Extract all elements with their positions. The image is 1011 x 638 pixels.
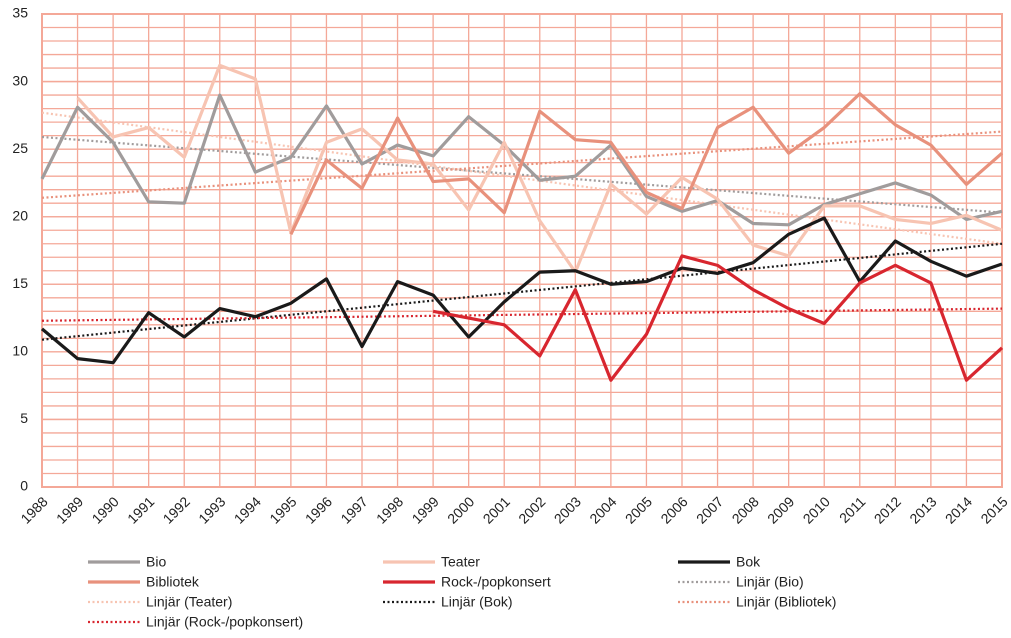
- legend-label: Linjär (Rock-/popkonsert): [146, 614, 303, 630]
- x-tick-label: 1992: [160, 493, 193, 526]
- x-tick-label: 2010: [800, 493, 833, 526]
- x-tick-label: 2005: [622, 493, 655, 526]
- trend-line: [41, 111, 1003, 245]
- x-tick-label: 2000: [444, 493, 477, 526]
- x-tick-label: 2004: [586, 493, 619, 526]
- x-tick-label: 2009: [764, 493, 797, 526]
- x-tick-label: 1999: [409, 493, 442, 526]
- plot-area: [42, 14, 1002, 487]
- series-line: [40, 216, 1003, 365]
- y-tick-label: 0: [20, 478, 28, 494]
- legend-label: Linjär (Bio): [736, 574, 804, 590]
- x-tick-label: 2013: [906, 493, 939, 526]
- x-tick-label: 1998: [373, 493, 406, 526]
- legend-label: Bio: [146, 554, 166, 570]
- x-tick-label: 1994: [231, 493, 264, 526]
- legend-label: Linjär (Bibliotek): [736, 594, 836, 610]
- x-tick-label: 2015: [977, 493, 1010, 526]
- x-tick-label: 2001: [480, 493, 513, 526]
- y-tick-label: 35: [12, 5, 28, 21]
- x-tick-label: 2014: [942, 493, 975, 526]
- legend-label: Linjär (Bok): [441, 594, 513, 610]
- x-tick-label: 1996: [302, 493, 335, 526]
- legend-label: Rock-/popkonsert: [441, 574, 551, 590]
- x-tick-label: 1989: [53, 493, 86, 526]
- legend-label: Bibliotek: [146, 574, 200, 590]
- plot-border: [41, 13, 1003, 488]
- series-line: [289, 92, 1004, 235]
- y-tick-label: 5: [20, 410, 28, 426]
- series-line: [432, 254, 1004, 382]
- y-tick-label: 15: [12, 275, 28, 291]
- legend-label: Bok: [736, 554, 761, 570]
- y-tick-label: 25: [12, 140, 28, 156]
- x-tick-label: 2006: [657, 493, 690, 526]
- trend-line: [41, 130, 1003, 199]
- x-tick-label: 2007: [693, 493, 726, 526]
- x-tick-label: 1995: [266, 493, 299, 526]
- series-line: [76, 63, 1003, 274]
- x-tick-label: 1997: [337, 493, 370, 526]
- x-tick-label: 1988: [17, 493, 50, 526]
- x-tick-label: 2012: [871, 493, 904, 526]
- x-tick-label: 2002: [515, 493, 548, 526]
- x-tick-label: 2011: [836, 493, 869, 526]
- trend-line: [41, 242, 1003, 341]
- y-tick-label: 10: [12, 343, 28, 359]
- x-tick-label: 2008: [729, 493, 762, 526]
- y-tick-label: 30: [12, 72, 28, 88]
- x-tick-label: 1991: [124, 493, 157, 526]
- x-tick-label: 1993: [195, 493, 228, 526]
- legend-label: Teater: [441, 554, 480, 570]
- x-tick-label: 2003: [551, 493, 584, 526]
- x-tick-label: 1990: [89, 493, 122, 526]
- legend-label: Linjär (Teater): [146, 594, 232, 610]
- y-tick-label: 20: [12, 207, 28, 223]
